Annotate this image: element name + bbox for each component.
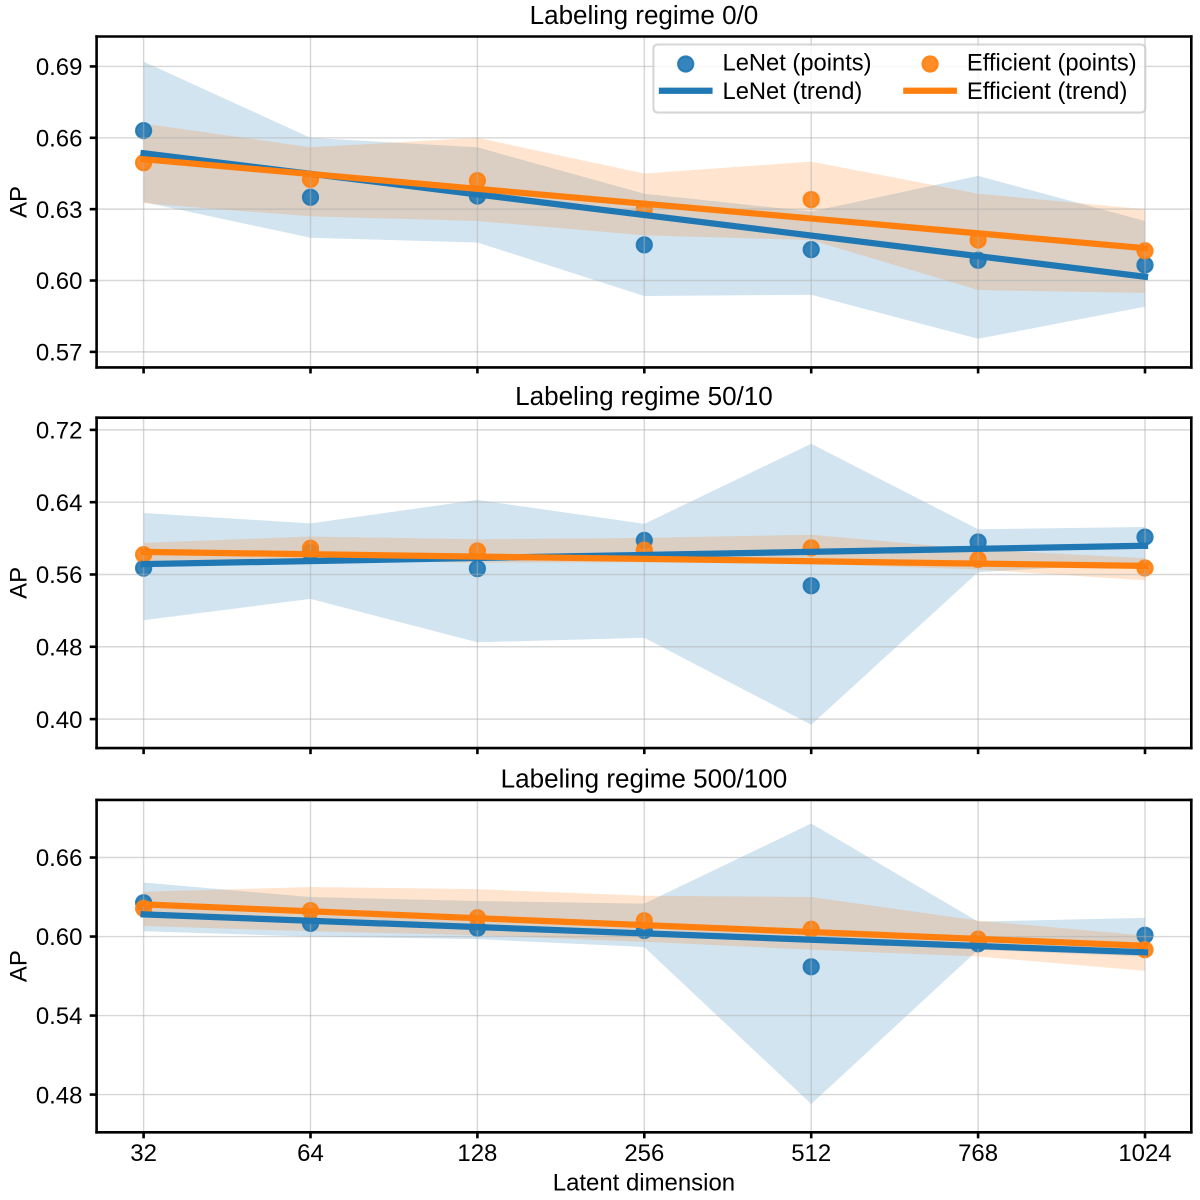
svg-text:0.57: 0.57 (36, 340, 83, 367)
svg-text:0.66: 0.66 (36, 125, 83, 152)
svg-text:Latent dimension: Latent dimension (553, 1169, 735, 1196)
svg-text:0.66: 0.66 (36, 845, 83, 872)
svg-text:Efficient (points): Efficient (points) (967, 50, 1137, 76)
svg-text:AP: AP (6, 567, 33, 599)
svg-text:LeNet (points): LeNet (points) (723, 50, 872, 76)
svg-text:32: 32 (130, 1140, 157, 1167)
svg-text:1024: 1024 (1118, 1140, 1171, 1167)
svg-text:768: 768 (958, 1140, 998, 1167)
svg-text:LeNet (trend): LeNet (trend) (723, 79, 863, 105)
svg-text:0.60: 0.60 (36, 924, 83, 951)
svg-text:256: 256 (624, 1140, 664, 1167)
svg-text:Efficient (trend): Efficient (trend) (967, 79, 1128, 105)
svg-text:0.54: 0.54 (36, 1003, 83, 1030)
svg-text:512: 512 (791, 1140, 831, 1167)
svg-text:0.48: 0.48 (36, 1082, 83, 1109)
svg-text:128: 128 (457, 1140, 497, 1167)
svg-text:Labeling regime 500/100: Labeling regime 500/100 (501, 763, 788, 793)
svg-text:0.48: 0.48 (36, 634, 83, 661)
svg-text:AP: AP (6, 186, 33, 218)
svg-text:0.63: 0.63 (36, 197, 83, 224)
svg-text:0.69: 0.69 (36, 54, 83, 81)
svg-text:Labeling regime 50/10: Labeling regime 50/10 (515, 381, 773, 411)
svg-text:0.40: 0.40 (36, 707, 83, 734)
svg-text:0.64: 0.64 (36, 490, 83, 517)
svg-text:0.72: 0.72 (36, 418, 83, 445)
svg-text:64: 64 (297, 1140, 324, 1167)
svg-text:AP: AP (6, 950, 33, 982)
svg-text:Labeling regime 0/0: Labeling regime 0/0 (530, 0, 759, 30)
svg-text:0.56: 0.56 (36, 562, 83, 589)
svg-text:0.60: 0.60 (36, 268, 83, 295)
